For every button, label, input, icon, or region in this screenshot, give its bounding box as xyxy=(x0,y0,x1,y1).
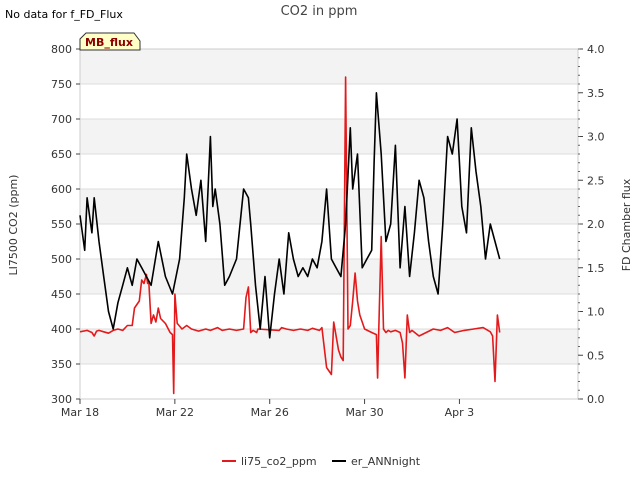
badge-label: MB_flux xyxy=(85,36,133,49)
background-band xyxy=(80,329,578,364)
y2-tick-label: 3.5 xyxy=(587,87,605,100)
legend: li75_co2_ppm er_ANNnight xyxy=(222,455,421,468)
x-tick-label: Mar 26 xyxy=(251,406,289,419)
y-tick-label: 450 xyxy=(51,288,72,301)
badge: MB_flux xyxy=(79,32,141,51)
x-tick-label: Mar 22 xyxy=(156,406,194,419)
y-axis-label: LI7500 CO2 (ppm) xyxy=(7,175,20,276)
series-er-annnight-line xyxy=(79,92,501,339)
background-band xyxy=(80,49,578,84)
y-tick-label: 550 xyxy=(51,218,72,231)
y2-tick-label: 2.0 xyxy=(587,218,605,231)
x-tick-label: Apr 3 xyxy=(445,406,475,419)
x-tick-label: Mar 18 xyxy=(61,406,99,419)
y2-tick-label: 1.5 xyxy=(587,262,605,275)
y2-tick-label: 3.0 xyxy=(587,131,605,144)
x-axis: Mar 18 Mar 22 Mar 26 Mar 30 Apr 3 xyxy=(61,399,474,419)
y-tick-label: 750 xyxy=(51,78,72,91)
y2-tick-label: 0.5 xyxy=(587,349,605,362)
series-lines xyxy=(79,76,501,395)
y2-tick-label: 0.0 xyxy=(587,393,605,406)
y-tick-label: 650 xyxy=(51,148,72,161)
y-tick-label: 350 xyxy=(51,358,72,371)
badge-shape xyxy=(79,32,141,51)
y-tick-label: 800 xyxy=(51,43,72,56)
legend-label-ann: er_ANNnight xyxy=(351,455,421,468)
no-data-note: No data for f_FD_Flux xyxy=(5,8,123,21)
y-tick-label: 300 xyxy=(51,393,72,406)
gridlines xyxy=(80,48,578,400)
series-li75-co2-ppm-line xyxy=(79,76,501,395)
left-axis: 300 350 400 450 500 550 600 650 700 750 800 xyxy=(51,43,80,406)
y2-tick-label: 2.5 xyxy=(587,174,605,187)
background-bands xyxy=(80,49,578,364)
y-tick-label: 700 xyxy=(51,113,72,126)
y-tick-label: 400 xyxy=(51,323,72,336)
y2-tick-label: 1.0 xyxy=(587,306,605,319)
y-tick-label: 600 xyxy=(51,183,72,196)
y2-tick-label: 4.0 xyxy=(587,43,605,56)
chart-title: CO2 in ppm xyxy=(281,4,358,19)
background-band xyxy=(80,119,578,154)
right-axis: 0.0 0.5 1.0 1.5 2.0 2.5 3.0 3.5 4.0 xyxy=(578,43,605,406)
y2-axis-label: FD Chamber flux xyxy=(620,178,633,271)
x-tick-label: Mar 30 xyxy=(345,406,383,419)
legend-label-li75: li75_co2_ppm xyxy=(241,455,317,468)
y-tick-label: 500 xyxy=(51,253,72,266)
